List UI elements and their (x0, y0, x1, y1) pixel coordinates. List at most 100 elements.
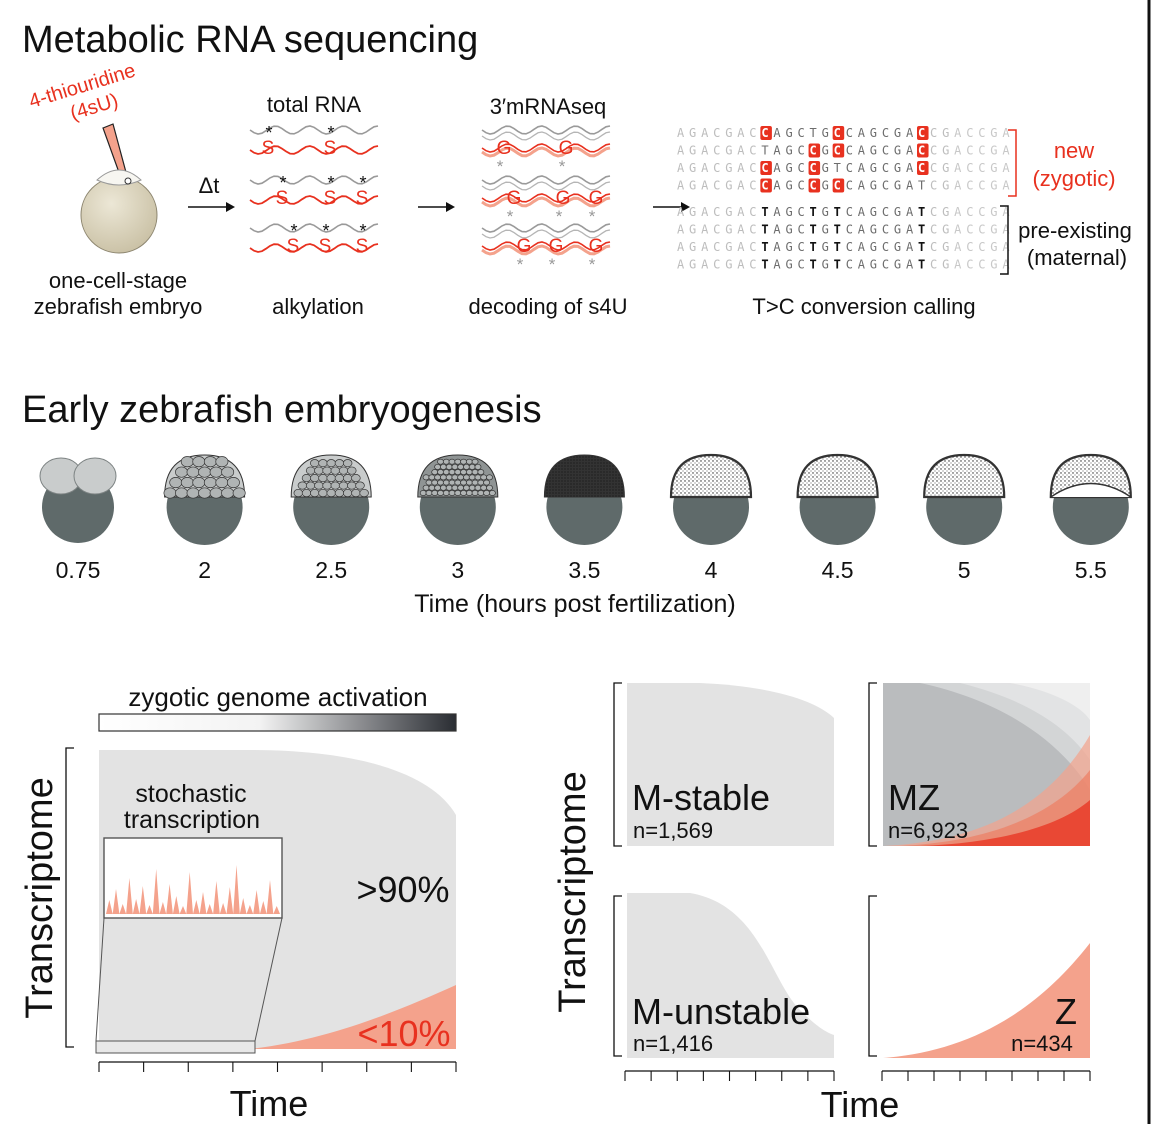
stage-label: 4.5 (822, 557, 854, 583)
svg-text:A: A (858, 161, 866, 175)
svg-text:A: A (954, 126, 962, 140)
svg-text:C: C (749, 258, 756, 272)
zoom-connector (254, 917, 283, 1042)
g-marker: G (559, 138, 574, 159)
svg-text:A: A (701, 240, 709, 254)
svg-text:G: G (725, 144, 732, 158)
svg-text:G: G (822, 126, 829, 140)
svg-text:A: A (737, 258, 745, 272)
alkyl-star-marker: * (359, 173, 366, 193)
svg-text:G: G (822, 179, 829, 193)
alkyl-star-marker: * (290, 221, 297, 241)
svg-text:T: T (810, 223, 817, 237)
svg-text:G: G (990, 126, 997, 140)
svg-text:C: C (846, 161, 853, 175)
svg-text:A: A (858, 205, 866, 219)
svg-text:A: A (701, 144, 709, 158)
time-axis (881, 1070, 1091, 1081)
svg-text:T: T (918, 240, 925, 254)
svg-text:C: C (834, 126, 841, 140)
svg-text:T: T (810, 126, 817, 140)
thiol-marker: S (276, 188, 289, 209)
embryo-label-line2: zebrafish embryo (34, 294, 203, 319)
alkyl-star-marker: * (517, 255, 524, 274)
svg-text:A: A (858, 126, 866, 140)
svg-text:C: C (749, 144, 756, 158)
stage-label: 5.5 (1075, 557, 1107, 583)
alkyl-star-marker: * (322, 221, 329, 241)
svg-text:A: A (906, 258, 914, 272)
svg-text:C: C (930, 205, 937, 219)
svg-text:G: G (689, 240, 696, 254)
svg-text:G: G (689, 161, 696, 175)
alkyl-star-marker: * (327, 173, 334, 193)
embryo-stage-5.5 (1049, 453, 1132, 545)
svg-text:A: A (677, 240, 685, 254)
svg-text:A: A (773, 223, 781, 237)
stochastic-label: stochastic (135, 780, 246, 808)
svg-text:T: T (834, 258, 841, 272)
svg-text:G: G (785, 258, 792, 272)
new-reads-bracket (1008, 129, 1017, 197)
svg-text:C: C (966, 179, 973, 193)
svg-text:A: A (677, 161, 685, 175)
svg-text:G: G (990, 179, 997, 193)
embryo-label-line1: one-cell-stage (49, 268, 187, 293)
svg-text:A: A (773, 179, 781, 193)
conversion-calling-label: T>C conversion calling (752, 294, 975, 319)
z-count: n=434 (1011, 1031, 1073, 1056)
svg-text:A: A (677, 144, 685, 158)
svg-text:G: G (785, 179, 792, 193)
svg-text:C: C (918, 126, 925, 140)
svg-text:C: C (713, 205, 720, 219)
alkyl-star-marker: * (589, 255, 596, 274)
svg-text:C: C (930, 179, 937, 193)
svg-text:G: G (894, 223, 901, 237)
stage-label: 4 (705, 557, 718, 583)
alkyl-star-marker: * (279, 173, 286, 193)
m-unstable-count: n=1,416 (633, 1031, 713, 1056)
svg-text:T: T (761, 223, 768, 237)
svg-text:A: A (773, 258, 781, 272)
svg-text:A: A (858, 179, 866, 193)
svg-text:G: G (990, 258, 997, 272)
svg-text:G: G (822, 205, 829, 219)
svg-text:G: G (725, 258, 732, 272)
g-marker: G (589, 188, 604, 209)
svg-text:G: G (942, 126, 949, 140)
zoom-box (95, 1040, 256, 1054)
svg-text:C: C (978, 223, 985, 237)
svg-text:C: C (966, 126, 973, 140)
total-rna-label: total RNA (267, 92, 361, 117)
svg-text:A: A (1002, 144, 1010, 158)
svg-text:G: G (785, 223, 792, 237)
svg-text:G: G (689, 144, 696, 158)
svg-text:G: G (990, 144, 997, 158)
arrow-icon (188, 202, 235, 212)
svg-text:C: C (749, 223, 756, 237)
alkyl-star-marker: * (359, 221, 366, 241)
thiol-marker: S (287, 236, 300, 257)
svg-text:A: A (1002, 179, 1010, 193)
svg-text:A: A (701, 126, 709, 140)
embryo-stages-row: 0.75 2 2.5 3 3.5 4 4.5 5 5.5 (39, 453, 1132, 583)
svg-text:A: A (858, 223, 866, 237)
svg-text:C: C (713, 258, 720, 272)
svg-text:C: C (749, 205, 756, 219)
svg-text:G: G (689, 223, 696, 237)
svg-text:G: G (725, 161, 732, 175)
svg-text:A: A (737, 161, 745, 175)
svg-text:A: A (954, 161, 962, 175)
svg-text:C: C (966, 223, 973, 237)
stochastic-inset (103, 837, 283, 919)
svg-text:A: A (906, 205, 914, 219)
svg-text:A: A (1002, 126, 1010, 140)
m-stable-count: n=1,569 (633, 818, 713, 843)
embryo-stage-2.5 (290, 454, 372, 545)
svg-text:C: C (846, 126, 853, 140)
decoding-label: decoding of s4U (469, 294, 628, 319)
svg-text:A: A (701, 179, 709, 193)
svg-text:C: C (930, 126, 937, 140)
